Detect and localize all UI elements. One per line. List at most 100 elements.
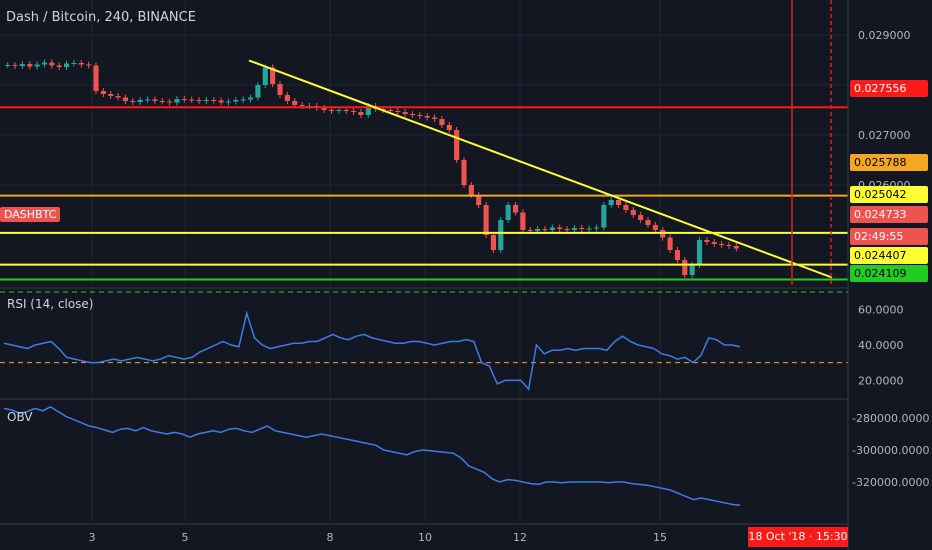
candle-body [719, 244, 725, 245]
candle-body [5, 65, 11, 66]
candle-body [93, 65, 99, 91]
obv-panel[interactable] [3, 405, 741, 506]
candle-body [19, 64, 25, 66]
price-panel[interactable] [0, 0, 848, 285]
candle-body [130, 101, 136, 102]
candle-body [292, 101, 298, 105]
candle-body [387, 110, 393, 111]
candle-body [490, 235, 497, 250]
date-tick-label: 8 [327, 531, 334, 544]
candle-body [549, 227, 555, 230]
price-tag: 02:49:55 [850, 228, 928, 245]
candle-body [512, 205, 519, 213]
candle-body [527, 230, 533, 231]
candle-body [159, 101, 165, 102]
trend-line [248, 59, 833, 279]
candle-body [542, 229, 548, 230]
candle-body [328, 110, 335, 111]
candle-body [351, 111, 357, 112]
candle-body [49, 62, 55, 66]
candle-body [439, 119, 445, 125]
candle-body [336, 110, 342, 111]
rsi-panel[interactable] [0, 291, 848, 391]
candle-body [593, 227, 600, 229]
candle-body [505, 205, 511, 220]
candle-body [601, 205, 607, 228]
candle-body [137, 100, 143, 102]
obv-label: OBV [7, 410, 33, 424]
candle-body [270, 67, 276, 84]
candle-body [225, 101, 232, 103]
candle-body [726, 245, 732, 246]
candle-body [108, 94, 114, 96]
candle-body [144, 99, 151, 101]
candle-body [299, 105, 305, 106]
candle-body [704, 240, 710, 242]
candle-body [431, 117, 438, 119]
candle-body [233, 100, 239, 102]
price-tag: 0.024407 [850, 247, 928, 264]
date-tick-label: 10 [418, 531, 432, 544]
candle-body [615, 200, 622, 205]
candle-body [167, 101, 173, 103]
date-tick-label: 12 [513, 531, 527, 544]
candle-body [343, 110, 349, 111]
candle-body [395, 111, 401, 112]
candle-body [696, 240, 703, 265]
date-tick-label: 5 [182, 531, 189, 544]
obv-tick-label: -320000.0000 [852, 476, 929, 489]
rsi-tick-label: 40.0000 [858, 339, 904, 352]
candle-body [409, 114, 416, 115]
candle-body [247, 97, 254, 100]
obv-line [3, 405, 741, 506]
rsi-tick-label: 20.0000 [858, 374, 904, 387]
candle-body [623, 205, 629, 210]
candle-body [652, 225, 658, 230]
candle-body [34, 64, 40, 67]
candle-body [564, 229, 570, 230]
candle-body [262, 67, 268, 85]
candle-body [41, 62, 48, 65]
candle-body [476, 195, 482, 205]
candle-body [461, 160, 467, 185]
candle-body [638, 215, 644, 220]
candle-body [56, 65, 62, 67]
date-tick-label: 3 [89, 531, 96, 544]
symbol-badge: DASHBTC [0, 207, 61, 222]
candle-body [417, 115, 423, 116]
candle-body [446, 125, 452, 130]
candle-body [579, 228, 585, 229]
candle-body [667, 237, 673, 250]
price-tag: 0.025788 [850, 154, 928, 171]
candle-body [358, 112, 364, 115]
date-tick-label: 15 [653, 531, 667, 544]
candle-body [78, 63, 84, 65]
crosshair-date-label: 18 Oct '18 · 15:30 [748, 527, 848, 547]
candle-body [645, 220, 651, 225]
candle-body [424, 116, 430, 118]
candle-body [240, 99, 246, 101]
price-tag: 0.024733 [850, 206, 928, 223]
candle-body [586, 228, 592, 230]
candle-body [122, 97, 129, 101]
candle-body [402, 112, 408, 114]
candle-body [71, 63, 77, 64]
candle-body [674, 250, 681, 260]
candle-body [255, 85, 261, 98]
price-tag: 0.024109 [850, 265, 928, 282]
candle-body [12, 65, 18, 66]
candle-body [571, 228, 577, 230]
chart-title: Dash / Bitcoin, 240, BINANCE [6, 10, 196, 25]
price-tick-label: 0.027000 [858, 129, 911, 142]
rsi-label: RSI (14, close) [7, 297, 94, 311]
candle-body [630, 210, 636, 215]
candle-body [211, 100, 217, 101]
candle-body [277, 84, 283, 95]
grid [0, 0, 848, 522]
candle-body [196, 100, 202, 101]
candle-body [203, 100, 209, 101]
candle-body [115, 96, 121, 98]
candle-body [520, 212, 526, 230]
